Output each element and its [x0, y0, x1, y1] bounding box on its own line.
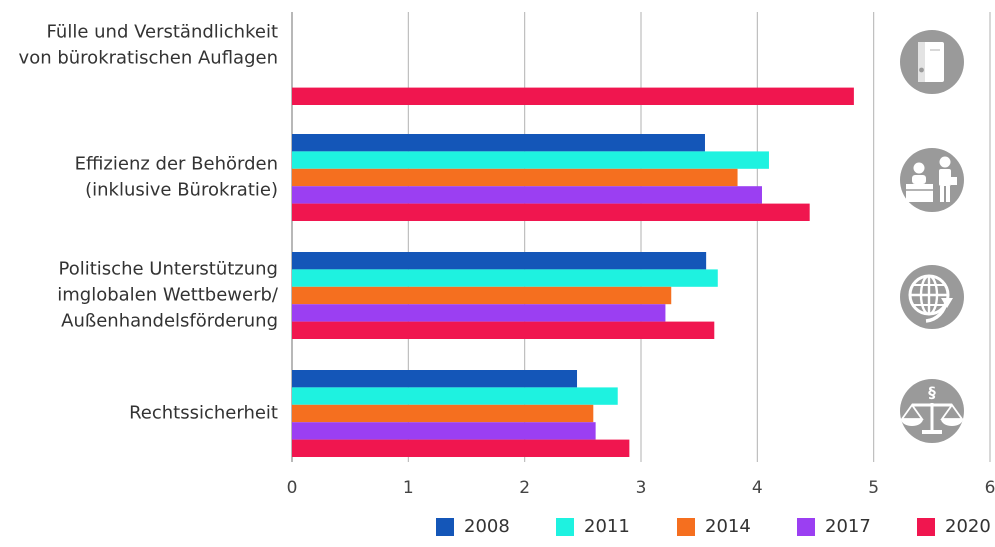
- scales-of-justice-icon: §: [900, 379, 964, 443]
- x-tick-label: 4: [752, 478, 763, 498]
- legend-label: 2011: [584, 516, 630, 537]
- category-icons: §: [900, 30, 964, 443]
- x-tick-label: 2: [519, 478, 530, 498]
- category-label: Effizienz der Behörden: [75, 154, 278, 175]
- legend-item: 2017: [797, 516, 871, 537]
- person-head: [913, 162, 925, 174]
- legend-item: 2008: [436, 516, 510, 537]
- legend-item: 2011: [556, 516, 630, 537]
- x-tick-label: 0: [287, 478, 298, 498]
- x-tick-label: 6: [985, 478, 995, 498]
- rotation-arrowhead: [941, 298, 953, 308]
- bar-2020-cat0: [292, 87, 854, 105]
- legend-swatch: [917, 518, 935, 536]
- category-label: imglobalen Wettbewerb/: [57, 285, 279, 306]
- x-tick-labels: 0 1 2 3 4 5 6: [287, 478, 995, 498]
- office-desk-icon: [900, 148, 964, 212]
- bar-2020-cat1: [292, 203, 810, 221]
- x-tick-label: 5: [868, 478, 879, 498]
- binder-ring: [919, 67, 924, 73]
- category-label: (inklusive Bürokratie): [85, 180, 278, 201]
- person-body: [912, 175, 926, 184]
- binder-spine: [918, 42, 925, 82]
- category-label: Außenhandelsförderung: [61, 311, 278, 332]
- person-leg: [940, 186, 944, 202]
- x-tick-label: 3: [636, 478, 647, 498]
- paragraph-sign: §: [928, 384, 936, 402]
- legend-item: 2014: [677, 516, 751, 537]
- globe-icon: [900, 265, 964, 329]
- desk: [906, 184, 933, 202]
- legend-item: 2020: [917, 516, 991, 537]
- bars: [292, 87, 854, 457]
- bar-2011-cat1: [292, 151, 769, 169]
- bar-2011-cat3: [292, 387, 618, 405]
- x-tick-label: 1: [403, 478, 414, 498]
- bar-2017-cat2: [292, 304, 666, 322]
- scale-pan-left: [901, 419, 923, 426]
- legend-label: 2008: [464, 516, 510, 537]
- person-head: [939, 156, 951, 168]
- legend: 2008 2011 2014 2017 2020: [436, 516, 991, 537]
- scale-base: [922, 430, 942, 434]
- bar-2014-cat3: [292, 404, 594, 423]
- bar-2008-cat2: [292, 252, 707, 270]
- person-body: [939, 169, 951, 186]
- binder-icon: [900, 30, 964, 94]
- bar-2008-cat3: [292, 370, 578, 388]
- category-label: Rechtssicherheit: [129, 403, 278, 424]
- scale-pan-right: [941, 419, 963, 426]
- legend-label: 2017: [825, 516, 871, 537]
- bar-2014-cat1: [292, 168, 738, 187]
- bar-2014-cat2: [292, 286, 672, 305]
- bar-2011-cat2: [292, 269, 718, 287]
- category-labels: Fülle und Verständlichkeit von bürokratis…: [19, 22, 279, 424]
- bar-2008-cat1: [292, 134, 705, 152]
- bar-2020-cat3: [292, 439, 630, 457]
- person-leg: [946, 186, 950, 202]
- category-label: Politische Unterstützung: [59, 259, 278, 280]
- legend-swatch: [677, 518, 695, 536]
- legend-label: 2020: [945, 516, 991, 537]
- legend-label: 2014: [705, 516, 751, 537]
- bar-2017-cat1: [292, 186, 762, 204]
- bar-2017-cat3: [292, 422, 596, 440]
- category-label: von bürokratischen Auflagen: [19, 48, 278, 69]
- category-label: Fülle und Verständlichkeit: [47, 22, 278, 43]
- legend-swatch: [556, 518, 574, 536]
- briefcase: [951, 177, 957, 185]
- bar-2020-cat2: [292, 321, 715, 339]
- legend-swatch: [436, 518, 454, 536]
- legend-swatch: [797, 518, 815, 536]
